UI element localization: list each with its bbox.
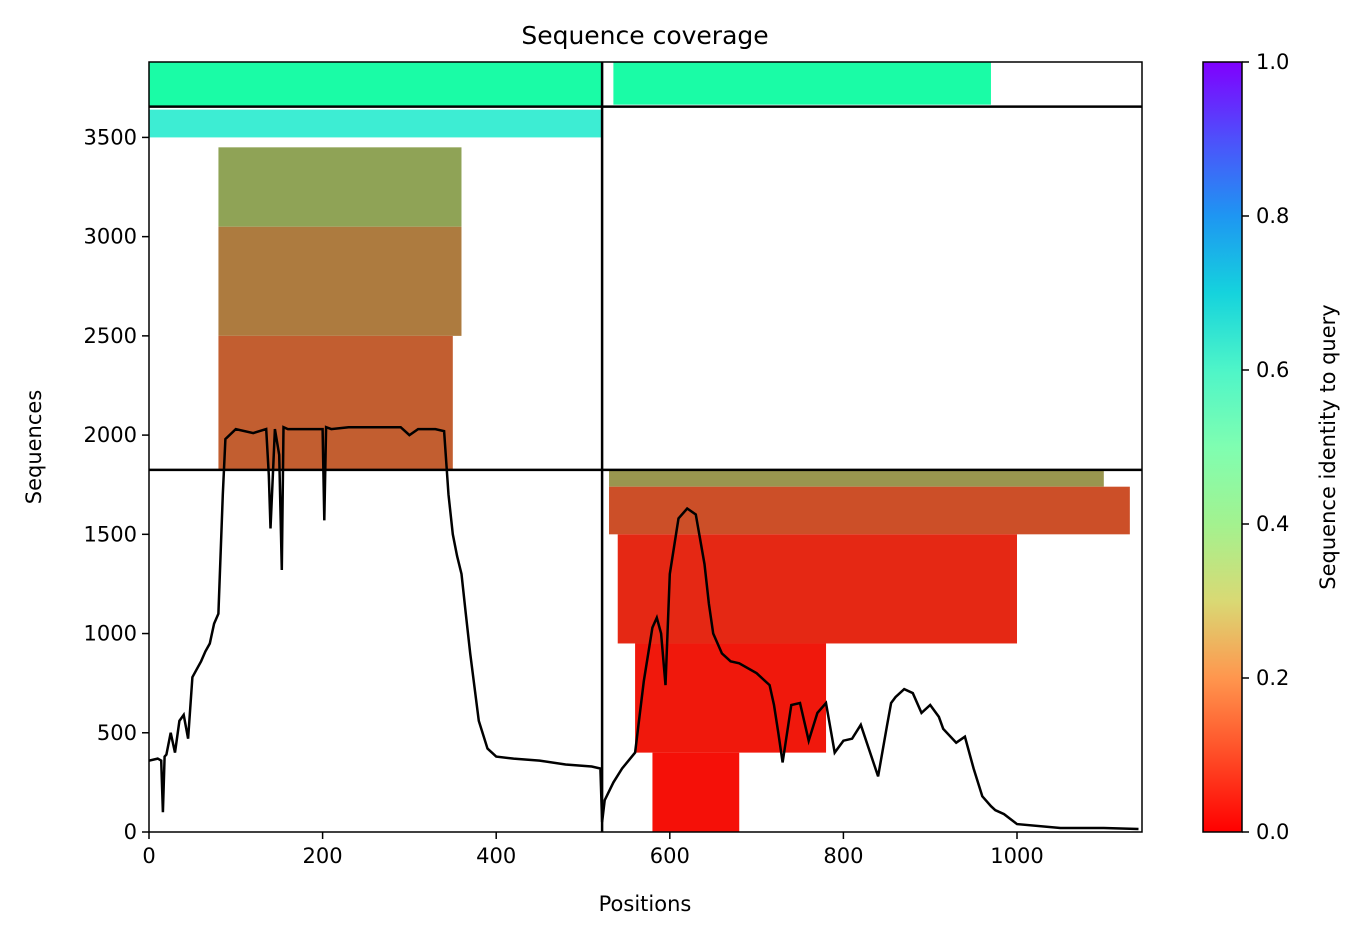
coverage-block-8 [617, 534, 1018, 644]
y-tick-label: 1000 [84, 622, 137, 646]
colorbar-tick-label: 1.0 [1256, 50, 1289, 74]
x-axis-label: Positions [599, 892, 692, 916]
x-axis: 0 200 400 600 800 1000 [142, 832, 1044, 868]
x-tick-label: 600 [650, 844, 690, 868]
y-tick-label: 3500 [84, 125, 137, 149]
y-axis: 0 500 1000 1500 2000 2500 3000 3500 [84, 125, 149, 844]
x-tick-label: 0 [142, 844, 155, 868]
colorbar-label: Sequence identity to query [1316, 304, 1340, 589]
x-tick-label: 1000 [990, 844, 1043, 868]
y-tick-label: 2000 [84, 423, 137, 447]
y-tick-label: 2500 [84, 324, 137, 348]
colorbar-tick-label: 0.0 [1256, 820, 1289, 844]
coverage-block-10 [652, 752, 740, 832]
coverage-block-6 [609, 469, 1104, 487]
coverage-block-7 [609, 486, 1130, 535]
colorbar-tick-label: 0.8 [1256, 204, 1289, 228]
colorbar-tick-label: 0.6 [1256, 358, 1289, 382]
y-tick-label: 500 [97, 721, 137, 745]
coverage-block-5 [613, 62, 991, 105]
coverage-line [149, 425, 1139, 831]
y-tick-label: 1500 [84, 522, 137, 546]
colorbar-tick-label: 0.2 [1256, 666, 1289, 690]
y-tick-label: 3000 [84, 225, 137, 249]
coverage-block-3 [218, 226, 462, 336]
segment-boundaries [149, 62, 1142, 832]
x-tick-label: 800 [823, 844, 863, 868]
colorbar-axis: 0.0 0.2 0.4 0.6 0.8 1.0 [1242, 50, 1289, 844]
colorbar [1202, 61, 1243, 833]
coverage-heatmap [149, 62, 1130, 832]
coverage-block-2 [218, 147, 462, 227]
x-tick-label: 200 [303, 844, 343, 868]
x-tick-label: 400 [476, 844, 516, 868]
coverage-block-0 [149, 62, 603, 107]
chart-title: Sequence coverage [521, 21, 768, 50]
coverage-block-4 [218, 335, 453, 470]
plot-frame [148, 61, 1143, 833]
colorbar-tick-label: 0.4 [1256, 512, 1289, 536]
coverage-block-1 [149, 109, 603, 138]
y-axis-label: Sequences [22, 390, 46, 505]
y-tick-label: 0 [124, 820, 137, 844]
